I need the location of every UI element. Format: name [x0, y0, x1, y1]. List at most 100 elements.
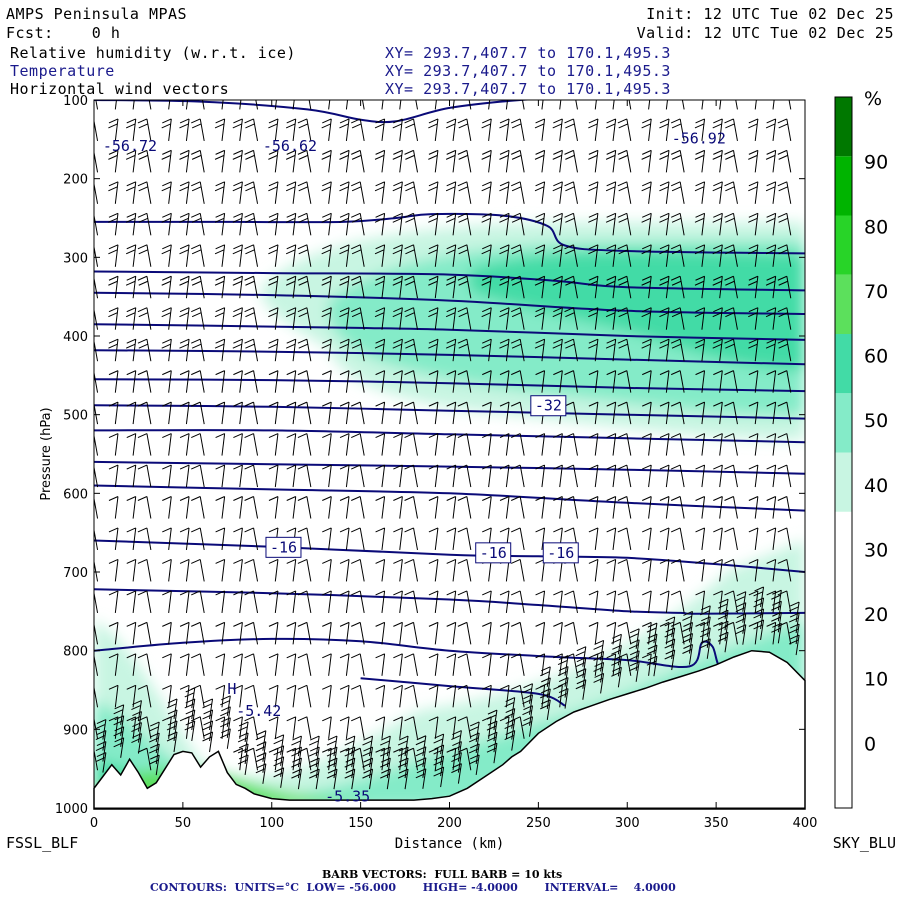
wind-barb [552, 212, 563, 236]
wind-barb [772, 100, 775, 110]
wind-barb [161, 149, 172, 173]
wind-barb [510, 307, 525, 330]
svg-text:-56.72: -56.72 [103, 137, 157, 155]
wind-barb [255, 730, 267, 751]
wind-barb [179, 558, 190, 582]
wind-barb [788, 601, 800, 623]
wind-barb [322, 433, 332, 456]
wind-barb [694, 275, 706, 299]
colorbar-segment [835, 97, 852, 157]
wind-barb [748, 244, 759, 267]
wind-barb [94, 150, 99, 173]
wind-barb [179, 370, 190, 393]
wind-barb [468, 721, 480, 742]
wind-barb [179, 244, 190, 267]
contour-label: -56.92 [672, 129, 726, 147]
wind-barb [321, 275, 332, 299]
wind-barb [499, 181, 510, 204]
wind-barb [351, 527, 365, 551]
wind-barb [191, 307, 205, 330]
wind-barb [268, 181, 279, 204]
wind-barb [659, 433, 670, 456]
wind-barb [233, 590, 243, 613]
wind-barb [457, 433, 472, 456]
wind-barb [445, 244, 457, 267]
wind-barb [777, 181, 792, 204]
wind-barb [588, 275, 599, 299]
wind-barb [286, 716, 297, 739]
wind-barb [404, 401, 418, 425]
wind-barb [606, 653, 617, 676]
wind-barb [137, 590, 152, 613]
wind-barb [659, 244, 670, 267]
wind-barb [552, 307, 563, 330]
wind-barb [126, 716, 137, 739]
wind-barb [126, 464, 137, 488]
temperature-contour [94, 291, 805, 315]
wind-barb [588, 558, 599, 582]
wind-barb [428, 433, 439, 456]
wind-barb [766, 433, 777, 456]
wind-barb [777, 558, 792, 582]
wind-barb [670, 244, 685, 267]
wind-barb [445, 307, 457, 330]
wind-barb [617, 401, 632, 425]
wind-barb [191, 621, 205, 645]
wind-barb [215, 401, 226, 425]
wind-barb [126, 496, 137, 519]
wind-barb [777, 370, 792, 393]
wind-barb [659, 212, 670, 236]
forecast-hour: Fcst: 0 h [6, 24, 121, 42]
wind-barb [457, 590, 472, 613]
wind-barb [499, 496, 510, 519]
wind-barb [392, 118, 403, 141]
wind-barb [392, 149, 403, 173]
wind-barb [588, 149, 599, 173]
wind-barb [392, 307, 403, 330]
wind-barb [268, 684, 279, 708]
wind-barb [754, 100, 757, 110]
wind-barb [162, 527, 172, 551]
wind-barb [94, 527, 99, 551]
wind-barb [617, 181, 632, 204]
wind-barb [137, 307, 152, 330]
wind-barb [286, 496, 297, 519]
wind-barb [588, 370, 599, 393]
wind-barb [220, 706, 231, 727]
wind-barb [777, 244, 792, 267]
wind-barb [499, 464, 510, 488]
wind-barb [670, 370, 685, 393]
wind-barb [161, 181, 172, 204]
wind-barb [446, 558, 457, 582]
wind-barb [215, 653, 226, 676]
colorbar-tick-label: 50 [864, 410, 888, 432]
wind-barb [339, 212, 350, 236]
wind-barb [244, 433, 259, 456]
wind-barb [428, 590, 439, 613]
wind-barb [700, 605, 711, 626]
wind-barb [534, 149, 546, 173]
wind-barb [162, 370, 172, 393]
wind-barb [748, 212, 759, 236]
wind-barb [297, 464, 312, 488]
colorbar-tick-label: 0 [864, 733, 876, 755]
wind-barb [428, 621, 439, 645]
wind-barb [404, 118, 418, 141]
wind-barb [162, 401, 172, 425]
wind-barb [712, 149, 723, 173]
wind-barb [521, 100, 525, 110]
wind-barb [713, 370, 723, 393]
wind-barb [268, 307, 279, 330]
wind-barb [374, 275, 386, 299]
wind-barb [95, 100, 99, 110]
wind-barb [339, 433, 350, 456]
svg-text:-16: -16 [547, 544, 574, 562]
wind-barb [375, 464, 386, 488]
wind-barb [482, 590, 492, 613]
wind-barb [168, 100, 171, 110]
wind-barb [268, 118, 279, 141]
wind-barb [285, 118, 297, 141]
wind-barb [648, 100, 651, 110]
wind-barb [766, 527, 777, 551]
wind-barb [404, 621, 418, 645]
